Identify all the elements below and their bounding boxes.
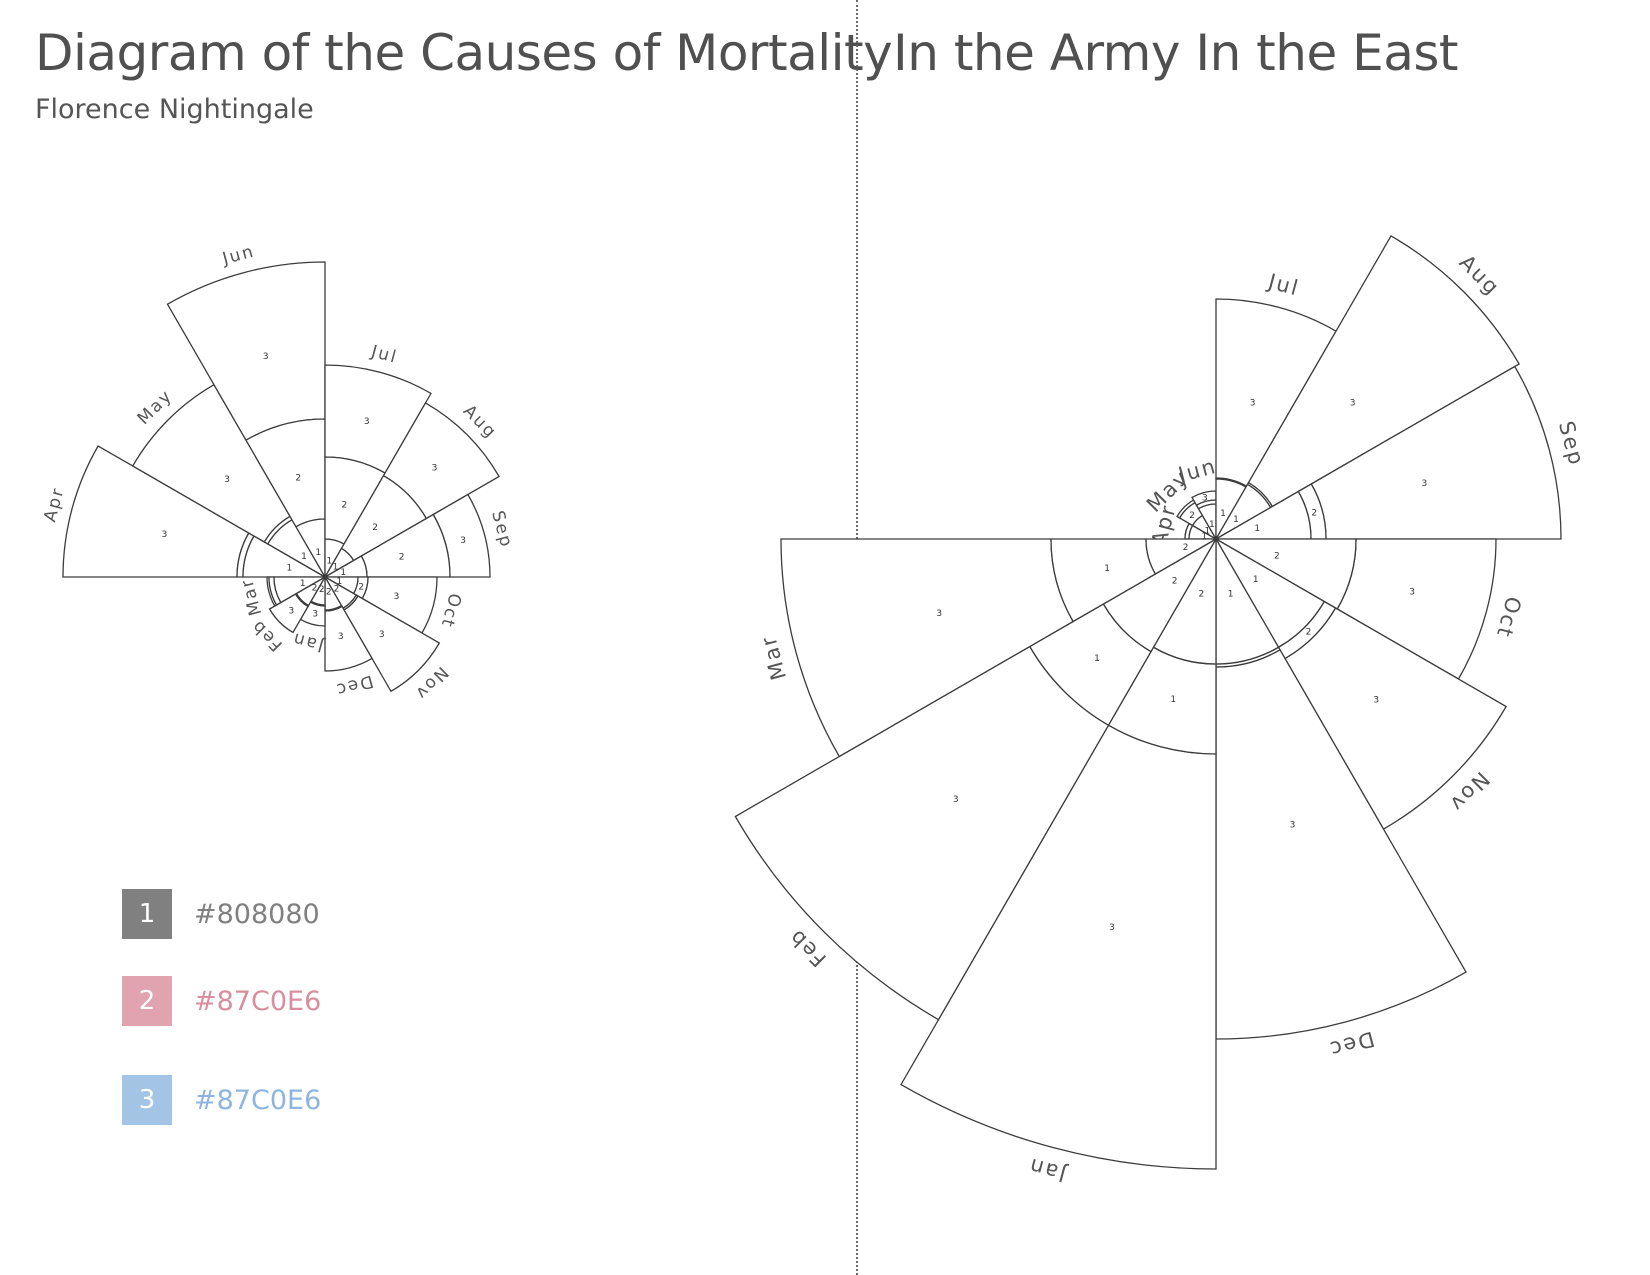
month-label-jul: Jul <box>1264 269 1302 301</box>
segment-label-jan-2: 2 <box>1199 589 1205 599</box>
month-label-dec: Dec <box>1326 1027 1377 1062</box>
segment-label-jun-3: 3 <box>1202 493 1208 503</box>
segment-label-nov-2: 2 <box>334 585 340 595</box>
segment-label-jan-3: 3 <box>1109 923 1115 933</box>
chart-title-left: Diagram of the Causes of Mortality <box>35 24 893 82</box>
wedge-jan: 3 1 2 Jan <box>900 536 1217 1187</box>
segment-label-oct-2: 2 <box>1274 551 1280 561</box>
segment-label-mar-1: 1 <box>1104 564 1110 574</box>
segment-label-sep-2: 2 <box>1311 509 1317 519</box>
segment-label-feb-3: 3 <box>953 795 959 805</box>
wedge-apr: 3 1 Apr <box>40 445 328 578</box>
segment-label-jun-1: 1 <box>315 548 321 558</box>
segment-label-sep-1: 1 <box>340 568 346 578</box>
segment-label-feb-3: 3 <box>289 607 295 617</box>
segment-label-jun-3: 3 <box>263 352 269 362</box>
segment-label-sep-3: 3 <box>460 536 466 546</box>
wedge-sep: 3 2 1 Sep <box>322 493 516 578</box>
legend-swatch-1: 1 <box>122 889 172 939</box>
rose-left: 31Apr31May321Jun321Jul321Aug321Sep321Oct… <box>40 241 516 704</box>
segment-label-apr-1: 1 <box>1201 532 1207 542</box>
segment-label-jul-2: 2 <box>342 501 348 511</box>
month-label-sep: Sep <box>1554 419 1589 469</box>
segment-label-sep-3: 3 <box>1422 479 1428 489</box>
segment-label-jan-2: 2 <box>319 585 325 595</box>
segment-label-oct-3: 3 <box>394 592 400 602</box>
month-label-mar: Mar <box>756 632 791 682</box>
legend-label-3: #87C0E6 <box>194 1084 322 1116</box>
segment-label-feb-1: 1 <box>1094 654 1100 664</box>
wedge-sep: 3 2 1 Sep <box>1213 365 1589 540</box>
segment-mar-2 <box>1145 538 1219 575</box>
segment-label-dec-1: 1 <box>1228 589 1234 599</box>
segment-label-jul-3: 3 <box>364 417 370 427</box>
month-label-jun: Jun <box>220 241 258 269</box>
segment-mar-1 <box>273 576 328 604</box>
wedge-mar: 3 1 2 Mar <box>756 538 1219 758</box>
month-label-jun: Jun <box>1174 454 1220 488</box>
wedge-dec: 3 1 Dec <box>1215 536 1467 1062</box>
month-label-oct: Oct <box>436 591 464 630</box>
segment-label-aug-2: 2 <box>372 523 378 533</box>
segment-label-jun-1: 1 <box>1209 520 1215 530</box>
segment-label-nov-2: 2 <box>1306 628 1312 638</box>
segment-label-mar-3: 3 <box>936 609 942 619</box>
segment-label-dec-2: 2 <box>326 587 332 597</box>
legend-item-3: 3 #87C0E6 <box>122 1074 321 1126</box>
segment-label-oct-2: 2 <box>358 583 364 593</box>
segment-label-mar-1: 1 <box>300 579 306 589</box>
segment-label-may-2: 2 <box>1189 511 1195 521</box>
segment-label-jun-2: 2 <box>295 474 301 484</box>
legend-label-2: #87C0E6 <box>194 985 322 1017</box>
month-label-jul: Jul <box>368 341 400 367</box>
segment-label-feb-2: 2 <box>1172 576 1178 586</box>
segment-label-nov-1: 1 <box>1253 575 1259 585</box>
month-label-sep: Sep <box>487 509 516 551</box>
segment-label-nov-3: 3 <box>1373 695 1379 705</box>
wedge-jun: 3 2 1 Jun <box>166 241 326 580</box>
segment-label-aug-1: 1 <box>1233 515 1239 525</box>
segment-label-jul-1: 1 <box>1220 509 1226 519</box>
segment-label-aug-3: 3 <box>1350 398 1356 408</box>
segment-label-oct-1: 1 <box>336 577 342 587</box>
month-label-jan: Jan <box>1025 1153 1070 1187</box>
month-label-dec: Dec <box>333 671 376 700</box>
chart-title-right: In the Army In the East <box>893 24 1459 82</box>
segment-label-sep-2: 2 <box>399 553 405 563</box>
legend-item-1: 1 #808080 <box>122 888 320 940</box>
segment-label-jul-3: 3 <box>1250 398 1256 408</box>
segment-label-nov-3: 3 <box>379 630 385 640</box>
month-label-apr: Apr <box>40 485 68 524</box>
legend-item-2: 2 #87C0E6 <box>122 975 321 1027</box>
segment-label-apr-3: 3 <box>162 530 168 540</box>
segment-label-may-1: 1 <box>301 552 307 562</box>
month-label-jan: Jan <box>290 628 327 656</box>
legend-swatch-3: 3 <box>122 1075 172 1125</box>
legend-label-1: #808080 <box>194 898 320 930</box>
month-label-mar: Mar <box>237 576 266 618</box>
segment-label-aug-3: 3 <box>432 464 438 474</box>
month-label-oct: Oct <box>1492 594 1526 641</box>
segment-label-may-1: 1 <box>1205 526 1211 536</box>
segment-label-aug-1: 1 <box>333 563 339 573</box>
segment-label-feb-2: 2 <box>312 584 318 594</box>
segment-label-dec-3: 3 <box>1290 820 1296 830</box>
segment-label-apr-1: 1 <box>287 563 293 573</box>
segment-label-mar-2: 2 <box>1183 543 1189 553</box>
segment-label-jan-3: 3 <box>312 610 318 620</box>
segment-label-sep-1: 1 <box>1254 524 1260 534</box>
segment-label-dec-3: 3 <box>338 632 344 642</box>
segment-label-jul-1: 1 <box>327 557 333 567</box>
segment-label-oct-3: 3 <box>1409 588 1415 598</box>
segment-label-may-3: 3 <box>224 475 230 485</box>
legend-swatch-2: 2 <box>122 976 172 1026</box>
author-subtitle: Florence Nightingale <box>35 94 314 125</box>
segment-label-jan-1: 1 <box>1170 695 1176 705</box>
